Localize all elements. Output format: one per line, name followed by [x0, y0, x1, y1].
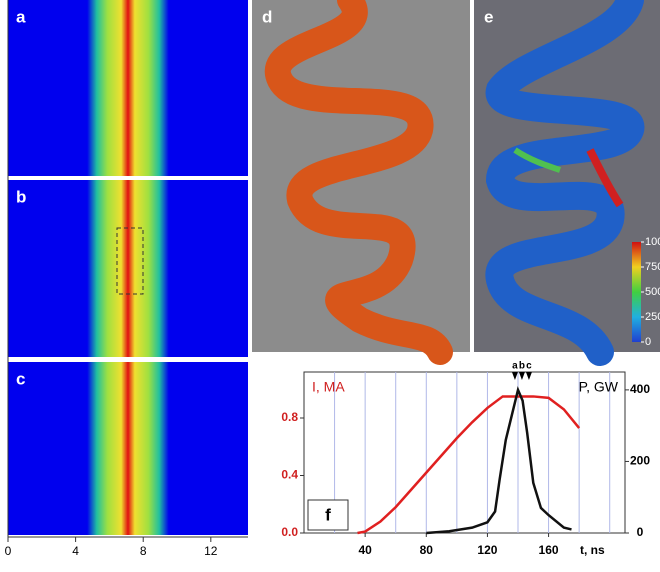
panel-label: b [16, 187, 26, 206]
panel-b-band [60, 180, 196, 357]
x-tick-label: 40 [358, 543, 372, 557]
panel-label: a [16, 7, 26, 26]
zoom-box [116, 227, 144, 295]
annotation-arrow [518, 372, 525, 380]
hot-spot [586, 148, 624, 208]
colorbar-label: 1000 [645, 236, 660, 248]
annotation: c [526, 361, 532, 372]
annotation: a [512, 361, 518, 372]
plasma-surface [264, 0, 453, 365]
x-tick-label: 80 [420, 543, 434, 557]
plasma-surface [485, 0, 645, 366]
series-line [357, 395, 581, 535]
x-tick-label: 4 [72, 544, 79, 558]
x-tick-label: 0 [5, 544, 12, 558]
panel-label: e [484, 7, 493, 26]
colorbar-label: 750 [645, 261, 660, 273]
y2-tick-label: 0 [637, 525, 644, 539]
panel-c-band [60, 362, 196, 535]
y-tick-label: 0.4 [281, 468, 298, 482]
panel-d [252, 0, 470, 365]
x-tick-label: 120 [477, 543, 497, 557]
plot-area [303, 371, 626, 534]
series-line [426, 385, 572, 535]
panel-label: f [325, 505, 331, 524]
x-tick-label: 160 [539, 543, 559, 557]
colorbar-label: 0 [645, 336, 651, 348]
panel-e [474, 0, 660, 366]
annotation: b [519, 361, 525, 372]
panel-label: c [16, 369, 25, 388]
panel-label: d [262, 7, 272, 26]
y2-tick-label: 200 [630, 454, 650, 468]
y-tick-label: 0.8 [281, 410, 298, 424]
panel-a-band [60, 0, 196, 176]
colorbar-label: 250 [645, 311, 660, 323]
y2-tick-label: 400 [630, 382, 650, 396]
panels-abc [7, 0, 248, 538]
colorbar-label: 500 [645, 286, 660, 298]
hot-spot [513, 147, 561, 173]
x-tick-label: 8 [140, 544, 147, 558]
label-box [307, 499, 349, 531]
colorbar [632, 242, 641, 342]
annotation-arrow [525, 372, 532, 380]
y-axis-label: I, MA [312, 379, 345, 395]
x-tick-label: 12 [204, 544, 218, 558]
x-axis-label: t, ns [580, 543, 605, 557]
y-tick-label: 0.0 [281, 525, 298, 539]
y2-axis-label: P, GW [579, 379, 619, 395]
annotation-arrow [511, 372, 518, 380]
